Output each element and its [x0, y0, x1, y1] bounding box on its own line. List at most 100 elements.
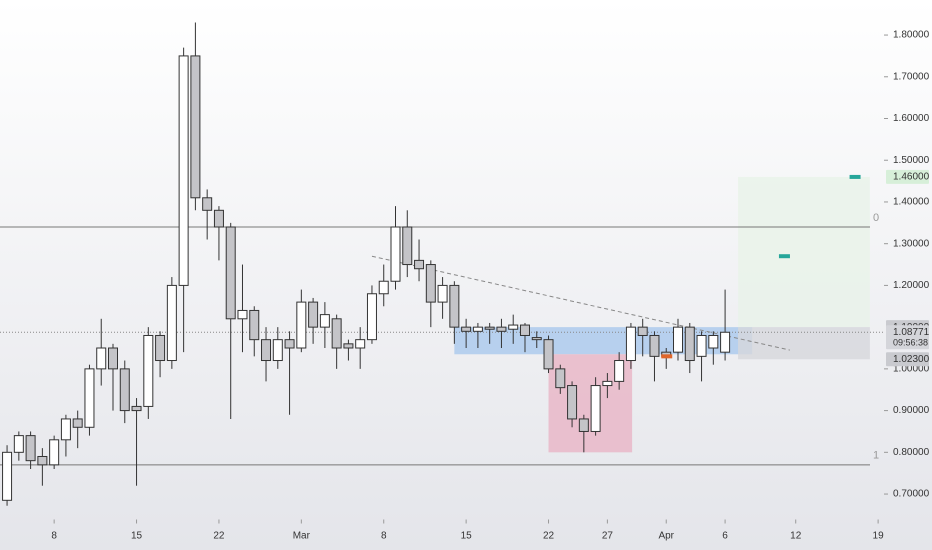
y-tick-label: 0.70000	[893, 489, 930, 500]
x-tick-label: 8	[51, 531, 57, 542]
candle-body	[508, 324, 519, 330]
candle-body	[213, 209, 224, 228]
trendline	[371, 255, 790, 351]
candle-body	[284, 339, 295, 349]
candle-body	[461, 326, 472, 332]
candle-body	[49, 439, 60, 466]
candle-body	[13, 435, 24, 453]
x-tick-label: 22	[543, 531, 555, 542]
candle-body	[673, 326, 684, 353]
candle-body	[72, 418, 83, 428]
candle-body	[366, 293, 377, 341]
candle-body	[449, 284, 460, 328]
candle-body	[378, 280, 389, 295]
candle-body	[225, 226, 236, 320]
target-marker	[849, 174, 861, 179]
y-tick-label: 1.50000	[893, 155, 930, 166]
candle-body	[402, 226, 413, 266]
fib-level-label: 1	[873, 450, 879, 462]
candle-body	[190, 55, 201, 199]
candle-body	[555, 368, 566, 389]
candle-body	[578, 418, 589, 432]
candle-body	[202, 197, 213, 211]
candle-body	[543, 339, 554, 370]
candle-body	[296, 301, 307, 349]
x-tick-label: 15	[461, 531, 473, 542]
y-tick-label: 1.70000	[893, 71, 930, 82]
x-tick-label: Mar	[293, 531, 311, 542]
candle-body	[25, 435, 36, 462]
target-marker	[778, 254, 790, 259]
price-tag-label: 1.02300	[893, 354, 930, 365]
candle-body	[649, 334, 660, 357]
y-tick-label: 1.00000	[893, 364, 930, 375]
candle-body	[519, 324, 530, 336]
y-tick-label: 1.60000	[893, 113, 930, 124]
candle-body	[425, 264, 436, 303]
candle-body	[484, 326, 495, 330]
x-tick-label: 19	[873, 531, 885, 542]
candle-body	[472, 326, 483, 332]
candle-body	[319, 314, 330, 328]
candle-body	[414, 259, 425, 270]
candle-body	[720, 331, 731, 353]
entry-marker	[661, 354, 673, 359]
x-tick-label: 15	[131, 531, 143, 542]
candle-body	[166, 284, 177, 362]
y-tick-label: 1.80000	[893, 30, 930, 41]
candle-body	[696, 334, 707, 357]
candle-body	[625, 326, 636, 362]
fib-level-label: 0	[873, 212, 879, 224]
candle-body	[237, 309, 248, 320]
candle-body	[178, 55, 189, 286]
x-tick-label: 6	[722, 531, 728, 542]
y-tick-label: 1.30000	[893, 238, 930, 249]
y-tick-label: 1.20000	[893, 280, 930, 291]
candle-body	[131, 405, 142, 412]
candle-body	[249, 309, 260, 341]
candle-body	[2, 451, 13, 501]
candle-body	[308, 301, 319, 328]
y-tick-label: 0.80000	[893, 447, 930, 458]
candle-body	[637, 326, 648, 336]
x-tick-label: 12	[790, 531, 802, 542]
candle-body	[343, 343, 354, 349]
candle-body	[331, 318, 342, 349]
candle-body	[355, 339, 366, 349]
x-tick-label: 22	[213, 531, 225, 542]
last-price-label: 1.08771	[893, 327, 930, 338]
candle-body	[272, 339, 283, 362]
x-tick-label: 27	[602, 531, 614, 542]
candle-body	[155, 334, 166, 362]
zone	[738, 327, 870, 360]
candle-body	[531, 337, 542, 341]
candle-body	[390, 226, 401, 282]
candle-body	[261, 339, 272, 362]
candle-body	[496, 326, 507, 332]
candle-body	[602, 380, 613, 387]
candle-body	[96, 347, 107, 370]
candle-body	[119, 368, 130, 412]
x-tick-label: Apr	[658, 531, 674, 542]
candle-body	[708, 334, 719, 349]
zone	[738, 176, 870, 328]
candle-body	[684, 326, 695, 362]
candle-body	[37, 455, 48, 466]
candle-body	[108, 347, 119, 370]
candle-body	[567, 385, 578, 420]
y-tick-label: 1.40000	[893, 197, 930, 208]
candle-body	[60, 418, 71, 441]
countdown: 09:56:38	[893, 338, 928, 348]
x-tick-label: 8	[381, 531, 387, 542]
candle-body	[143, 334, 154, 407]
candle-body	[590, 385, 601, 432]
price-tag	[886, 352, 929, 367]
candle-body	[437, 284, 448, 303]
price-tag-label: 1.46000	[893, 172, 930, 183]
price-tag	[886, 169, 929, 184]
y-tick-label: 0.90000	[893, 405, 930, 416]
candle-body	[614, 360, 625, 382]
last-price-tag	[886, 325, 929, 350]
candle-body	[84, 368, 95, 428]
